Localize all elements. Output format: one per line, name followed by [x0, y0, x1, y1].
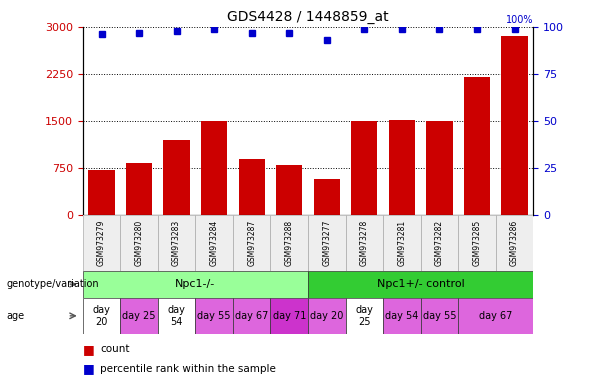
Title: GDS4428 / 1448859_at: GDS4428 / 1448859_at	[227, 10, 389, 25]
Text: day
20: day 20	[93, 305, 110, 327]
Text: day 71: day 71	[273, 311, 306, 321]
Bar	[201, 121, 227, 215]
Text: GSM973281: GSM973281	[397, 220, 406, 266]
Text: Npc1+/- control: Npc1+/- control	[377, 279, 465, 289]
Text: GSM973286: GSM973286	[510, 220, 519, 266]
Bar	[233, 298, 270, 334]
Bar	[501, 36, 528, 215]
Bar	[83, 298, 120, 334]
Text: GSM973283: GSM973283	[172, 220, 181, 266]
Text: day 20: day 20	[310, 311, 343, 321]
Bar	[196, 298, 233, 334]
Bar	[270, 215, 308, 271]
Text: ■: ■	[83, 362, 99, 375]
Bar	[308, 271, 533, 298]
Bar	[426, 121, 452, 215]
Bar	[158, 215, 196, 271]
Bar	[458, 298, 533, 334]
Bar	[158, 298, 196, 334]
Bar	[308, 215, 346, 271]
Text: GSM973278: GSM973278	[360, 220, 369, 266]
Text: day 55: day 55	[423, 311, 456, 321]
Bar	[314, 179, 340, 215]
Text: 100%: 100%	[506, 15, 533, 25]
Text: genotype/variation: genotype/variation	[6, 279, 99, 289]
Bar	[83, 271, 308, 298]
Text: GSM973285: GSM973285	[473, 220, 481, 266]
Text: age: age	[6, 311, 25, 321]
Bar	[458, 215, 496, 271]
Text: GSM973277: GSM973277	[322, 220, 331, 266]
Bar	[88, 170, 115, 215]
Bar	[383, 215, 421, 271]
Bar	[383, 298, 421, 334]
Text: count: count	[100, 344, 129, 354]
Text: GSM973288: GSM973288	[285, 220, 294, 266]
Bar	[238, 159, 265, 215]
Text: day 54: day 54	[385, 311, 419, 321]
Bar	[164, 140, 190, 215]
Text: day 25: day 25	[123, 311, 156, 321]
Bar	[464, 77, 490, 215]
Bar	[421, 215, 458, 271]
Bar	[120, 298, 158, 334]
Bar	[346, 298, 383, 334]
Bar	[120, 215, 158, 271]
Bar	[308, 298, 346, 334]
Text: ■: ■	[83, 343, 99, 356]
Text: day 55: day 55	[197, 311, 231, 321]
Bar	[389, 120, 415, 215]
Bar	[351, 121, 378, 215]
Text: GSM973280: GSM973280	[135, 220, 143, 266]
Text: day 67: day 67	[235, 311, 268, 321]
Bar	[196, 215, 233, 271]
Text: GSM973287: GSM973287	[247, 220, 256, 266]
Bar	[496, 215, 533, 271]
Text: day
25: day 25	[356, 305, 373, 327]
Bar	[270, 298, 308, 334]
Bar	[421, 298, 458, 334]
Bar	[346, 215, 383, 271]
Text: day 67: day 67	[479, 311, 512, 321]
Text: day
54: day 54	[168, 305, 186, 327]
Text: Npc1-/-: Npc1-/-	[175, 279, 216, 289]
Bar	[126, 163, 152, 215]
Bar	[276, 165, 302, 215]
Text: percentile rank within the sample: percentile rank within the sample	[100, 364, 276, 374]
Bar	[233, 215, 270, 271]
Bar	[83, 215, 120, 271]
Text: GSM973284: GSM973284	[210, 220, 219, 266]
Text: GSM973282: GSM973282	[435, 220, 444, 266]
Text: GSM973279: GSM973279	[97, 220, 106, 266]
